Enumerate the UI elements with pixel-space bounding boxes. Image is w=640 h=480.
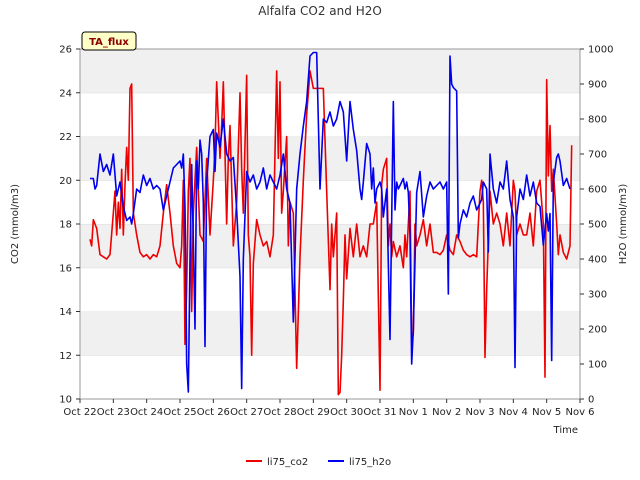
x-tick-label: Oct 23 — [97, 407, 130, 418]
axes-layer: 10 12 14 16 18 20 22 24 26 0 100 200 300 400 500 600 700… — [59, 45, 613, 419]
y-right-tick-label: 900 — [588, 80, 607, 91]
y-right-tick-label: 200 — [588, 325, 607, 336]
x-tick-label: Oct 31 — [363, 407, 396, 418]
x-tick-label: Nov 1 — [399, 407, 428, 418]
x-tick-label: Oct 28 — [263, 407, 296, 418]
y-right-tick-label: 0 — [588, 395, 594, 406]
y-left-tick-label: 12 — [59, 351, 72, 362]
x-tick-label: Oct 26 — [197, 407, 230, 418]
x-tick-label: Oct 25 — [163, 407, 196, 418]
y-right-tick-label: 500 — [588, 220, 607, 231]
y-left-tick-label: 22 — [59, 132, 72, 143]
grid-band — [80, 49, 580, 93]
y-right-tick-label: 300 — [588, 290, 607, 301]
y-left-tick-label: 24 — [59, 88, 72, 99]
y-left-tick-label: 18 — [59, 220, 72, 231]
y-axis-left-title: CO2 (mmol/m3) — [10, 184, 21, 264]
x-tick-label: Nov 4 — [499, 407, 528, 418]
x-axis-title: Time — [553, 425, 578, 436]
x-tick-label: Oct 30 — [330, 407, 363, 418]
y-right-tick-label: 800 — [588, 115, 607, 126]
x-tick-label: Nov 3 — [465, 407, 494, 418]
badge-box — [81, 31, 137, 51]
legend: li75_co2 li75_h2o — [246, 457, 391, 468]
y-left-tick-label: 26 — [59, 45, 72, 56]
y-left-tick-label: 20 — [59, 176, 72, 187]
y-right-tick-label: 1000 — [588, 45, 613, 56]
x-tick-label: Oct 22 — [63, 407, 96, 418]
y-axis-right-title: H2O (mmol/m3) — [618, 184, 629, 265]
y-right-tick-label: 400 — [588, 255, 607, 266]
x-tick-label: Nov 5 — [532, 407, 561, 418]
legend-label-h2o: li75_h2o — [349, 457, 391, 468]
series-layer — [89, 51, 573, 396]
badge-label: TA_flux — [89, 37, 129, 48]
y-left-tick-label: 16 — [59, 263, 72, 274]
chart-title: Alfalfa CO2 and H2O — [258, 4, 382, 18]
x-tick-label: Nov 6 — [565, 407, 594, 418]
legend-label-co2: li75_co2 — [267, 457, 308, 468]
y-left-tick-label: 10 — [59, 395, 72, 406]
y-right-tick-label: 100 — [588, 360, 607, 371]
y-right-tick-label: 700 — [588, 150, 607, 161]
ta-flux-badge: TA_flux — [81, 31, 137, 51]
grid-band — [80, 136, 580, 181]
grid-band — [80, 311, 580, 356]
y-left-tick-label: 14 — [59, 307, 72, 318]
x-tick-label: Nov 2 — [432, 407, 461, 418]
x-tick-label: Oct 27 — [230, 407, 263, 418]
x-tick-label: Oct 24 — [130, 407, 163, 418]
y-right-tick-label: 600 — [588, 185, 607, 196]
grid-band — [80, 355, 580, 399]
x-tick-label: Oct 29 — [297, 407, 330, 418]
series-line-li75_h2o — [90, 51, 571, 393]
